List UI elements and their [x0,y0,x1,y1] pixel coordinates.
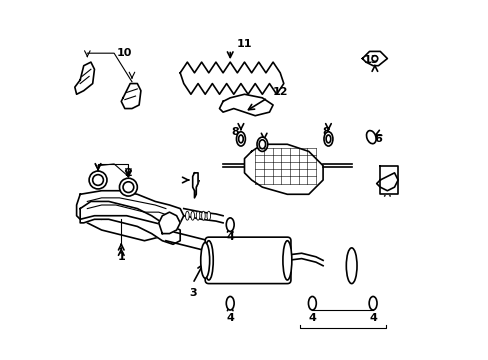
Text: 6: 6 [374,134,382,144]
Text: 1: 1 [117,252,125,262]
Polygon shape [192,173,198,198]
Ellipse shape [366,131,375,144]
Circle shape [89,171,107,189]
Polygon shape [219,94,272,116]
Polygon shape [180,62,283,94]
Text: 4: 4 [308,312,316,323]
Ellipse shape [259,140,265,149]
Ellipse shape [346,248,356,284]
Text: 4: 4 [226,232,234,242]
Polygon shape [380,166,397,194]
Ellipse shape [257,137,267,152]
Ellipse shape [201,211,205,220]
Ellipse shape [185,211,189,220]
Circle shape [371,56,377,62]
FancyBboxPatch shape [205,237,290,284]
Ellipse shape [196,211,200,220]
Text: 8: 8 [231,127,239,137]
Polygon shape [80,202,180,244]
Ellipse shape [201,243,209,278]
Circle shape [119,178,137,196]
Text: 9: 9 [385,186,392,196]
Circle shape [123,182,134,193]
Polygon shape [362,51,386,66]
Polygon shape [244,144,323,194]
Text: 4: 4 [368,312,376,323]
Text: 11: 11 [236,39,252,49]
Ellipse shape [206,211,210,220]
Text: 8: 8 [322,127,330,137]
Polygon shape [159,212,180,234]
Ellipse shape [308,296,316,310]
Circle shape [93,175,103,185]
Ellipse shape [283,241,291,280]
Text: 13: 13 [363,55,378,65]
Polygon shape [376,173,397,191]
Ellipse shape [324,132,332,146]
Text: 2: 2 [124,168,132,178]
Ellipse shape [226,296,234,310]
Ellipse shape [325,135,330,143]
Ellipse shape [204,241,213,280]
Text: 5: 5 [260,141,267,151]
Text: 12: 12 [272,87,287,98]
Ellipse shape [236,132,245,146]
Polygon shape [77,191,183,226]
Ellipse shape [368,296,376,310]
Text: 4: 4 [226,312,234,323]
Ellipse shape [238,135,243,143]
Ellipse shape [190,211,194,220]
Polygon shape [121,84,141,109]
Text: 3: 3 [188,288,196,297]
Polygon shape [75,62,94,94]
Ellipse shape [226,218,234,231]
Text: 10: 10 [117,48,132,58]
Text: 7: 7 [192,180,200,190]
